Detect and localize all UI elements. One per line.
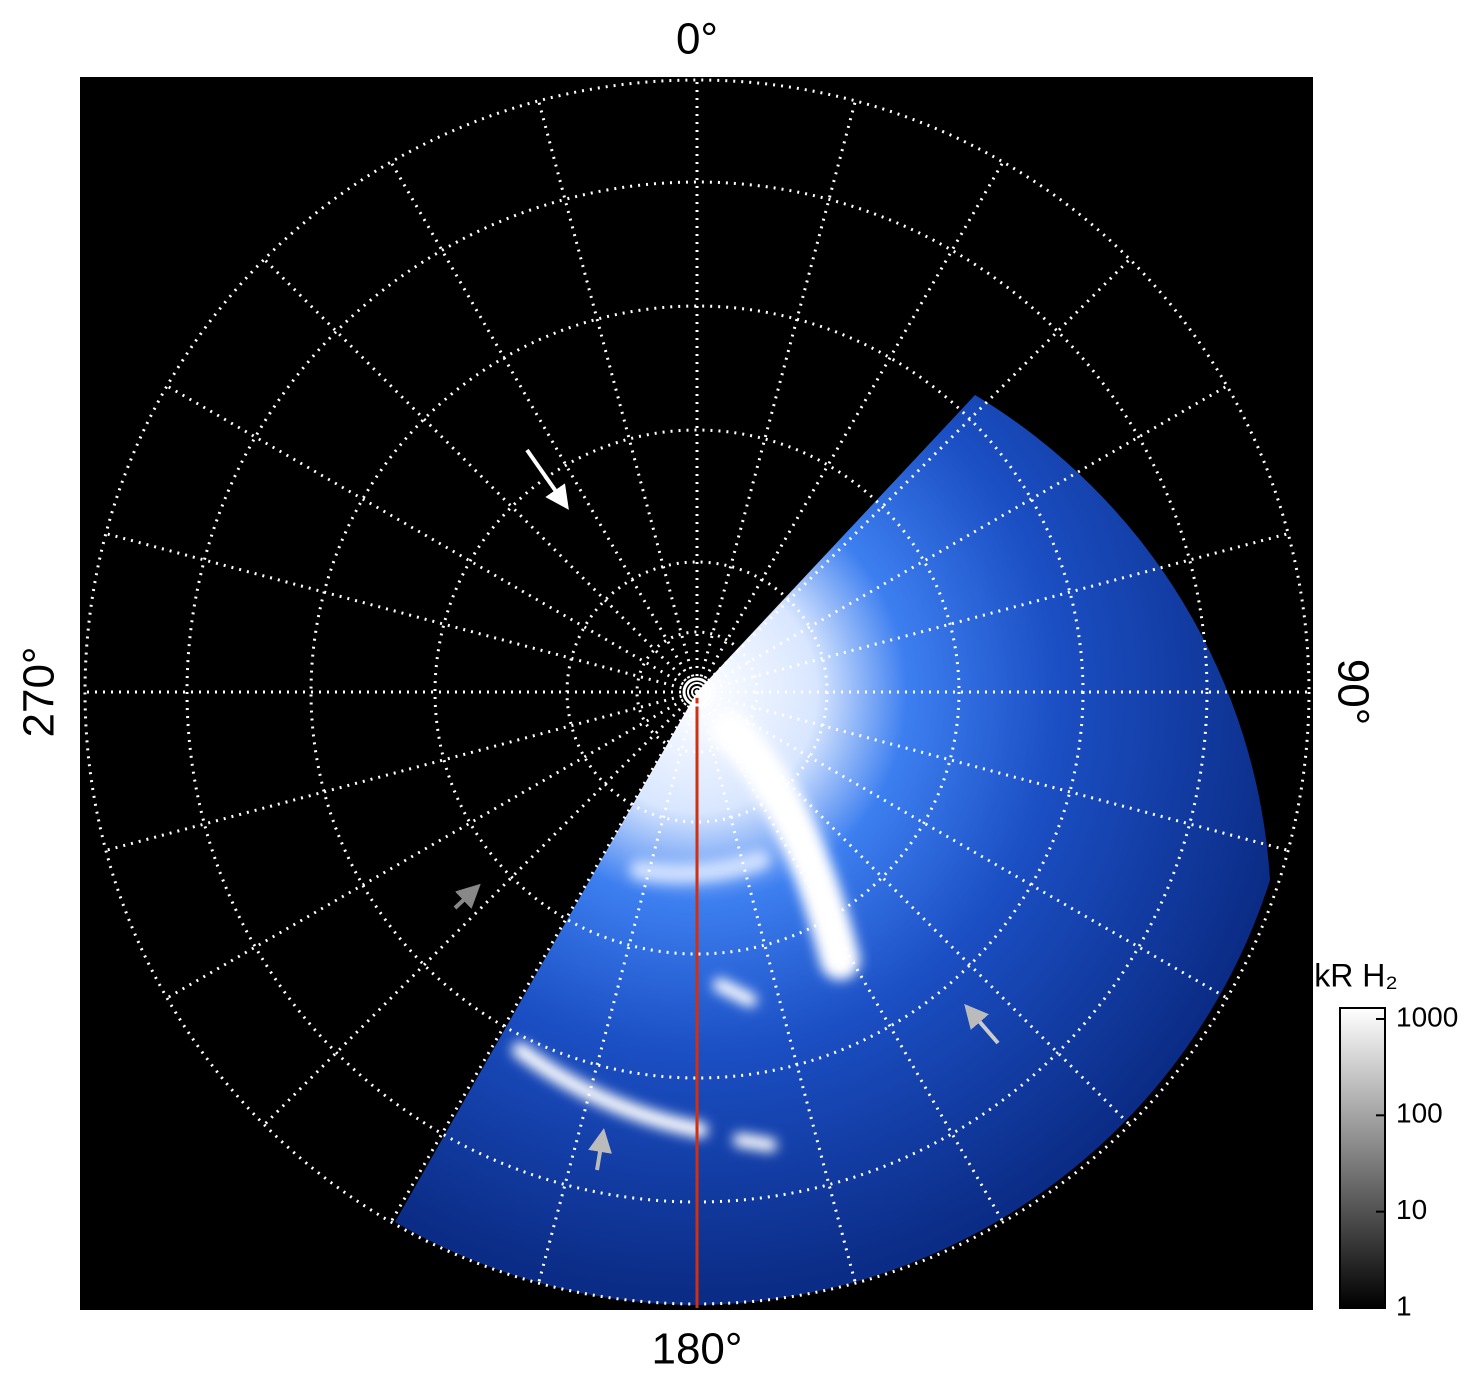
polar-grid xyxy=(83,78,1311,1306)
arrow xyxy=(525,448,569,510)
grid-spoke xyxy=(537,100,699,693)
colorbar xyxy=(1339,1007,1386,1309)
grid-ring xyxy=(433,428,961,956)
arrow xyxy=(588,1128,612,1171)
colorbar-tick-label: 1000 xyxy=(1396,1001,1458,1032)
grid-spoke xyxy=(389,161,699,693)
grid-ring xyxy=(635,630,759,754)
angle-label: 90° xyxy=(1328,659,1377,726)
grid-spoke xyxy=(166,384,698,694)
grid-spoke xyxy=(105,532,698,694)
grid-spoke xyxy=(389,691,699,1223)
angle-label: 270° xyxy=(15,646,64,737)
grid-spoke xyxy=(696,690,1228,1000)
pole-marker xyxy=(682,677,712,707)
angle-label: 180° xyxy=(651,1325,742,1374)
grid-spoke xyxy=(166,690,698,1000)
pole-marker xyxy=(691,686,703,698)
angle-label: 0° xyxy=(676,15,718,64)
grid-spoke xyxy=(695,691,1005,1223)
grid-spoke xyxy=(105,690,698,852)
grid-spoke xyxy=(695,100,857,693)
colorbar-tick-label: 100 xyxy=(1396,1098,1443,1129)
grid-spoke xyxy=(695,161,1005,693)
colorbar-tick-label: 10 xyxy=(1396,1194,1427,1225)
grid-spoke xyxy=(696,690,1289,852)
grid-spoke xyxy=(696,532,1289,694)
grid-spoke xyxy=(263,258,699,694)
arrow xyxy=(964,1003,1000,1045)
colorbar-label: kR H₂ xyxy=(1314,957,1398,993)
colorbar-tick-label: 1 xyxy=(1396,1290,1412,1321)
arrow xyxy=(453,883,481,910)
grid-spoke xyxy=(696,384,1228,694)
grid-spoke xyxy=(695,691,857,1284)
grid-spoke xyxy=(537,691,699,1284)
